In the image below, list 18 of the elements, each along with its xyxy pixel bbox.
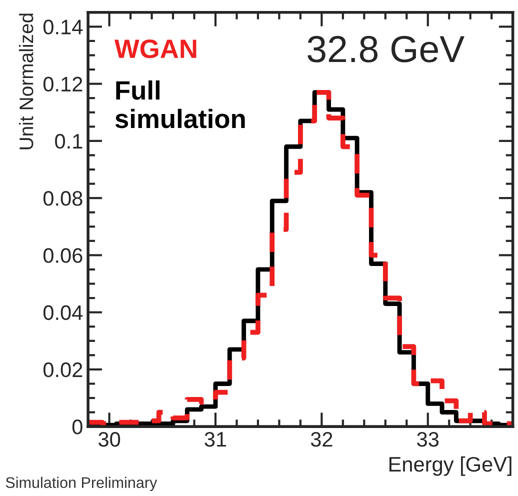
y-tick-label: 0.12 [43,76,82,92]
x-tick-label: 31 [204,432,226,447]
chart-title: 32.8 GeV [308,36,464,62]
y-tick-label: 0.08 [43,191,82,206]
x-tick-label: 30 [98,432,120,447]
y-tick-label: 0.04 [43,305,83,320]
x-tick-label: 33 [417,432,439,447]
y-tick-label: 0.06 [43,248,82,263]
y-tick-label: 0.1 [55,134,82,149]
text: Simulation Preliminary [6,476,158,492]
series-label: Full simulation [115,80,245,128]
y-tick-label: 0.02 [43,362,82,378]
y-axis-title: Unit Normalized [18,14,34,150]
y-tick-label: 0 [72,420,82,434]
text: WGAN [114,39,196,58]
y-tick-label: 0.14 [43,20,83,34]
x-tick-label: 32 [310,432,332,447]
x-axis-title: Energy [GeV] [389,456,512,476]
